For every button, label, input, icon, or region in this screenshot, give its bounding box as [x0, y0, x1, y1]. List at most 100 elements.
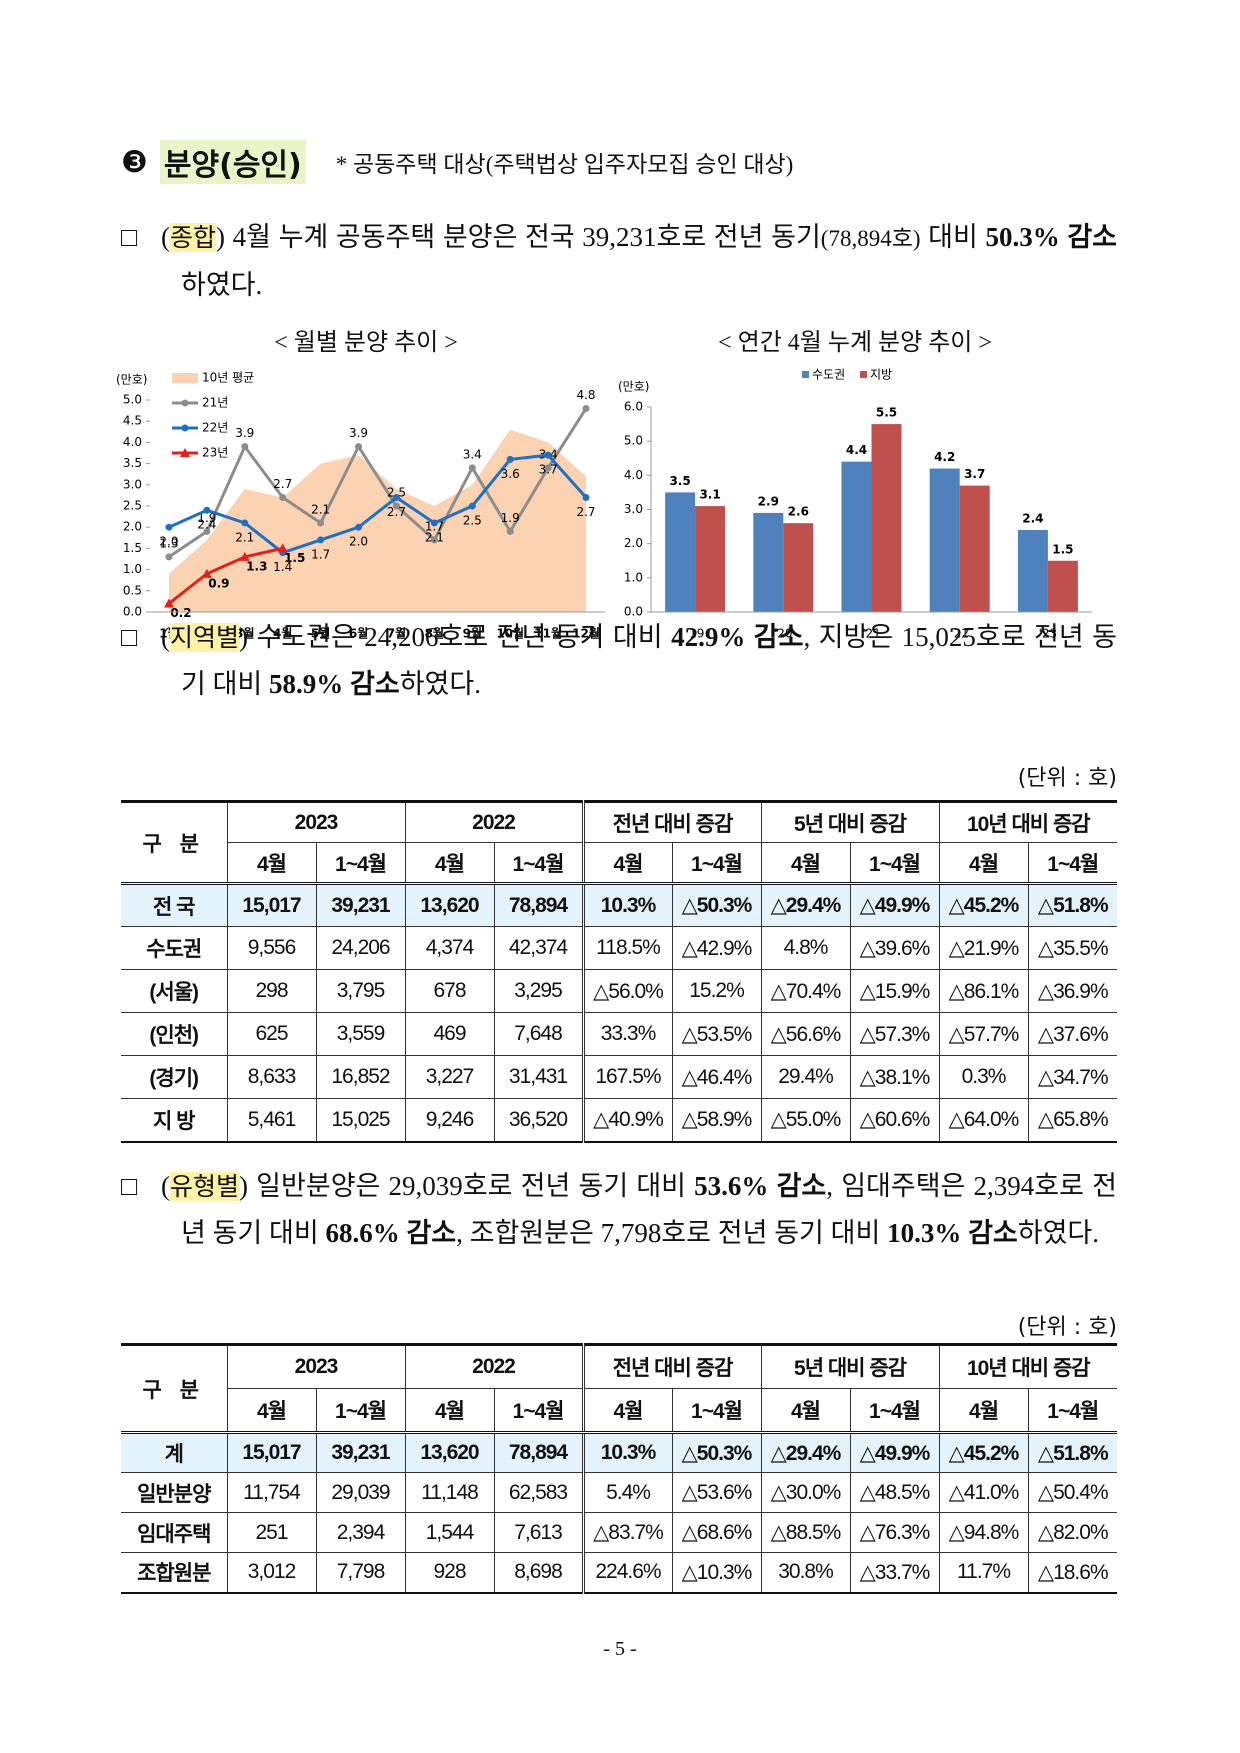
- text-run: (: [161, 622, 170, 652]
- text-run: 68.6% 감소: [325, 1218, 457, 1248]
- text-run: 지역별: [170, 623, 240, 652]
- point-marker: [544, 451, 552, 459]
- cell: 30.8%: [760, 1552, 851, 1593]
- header-cell: 4월: [404, 842, 495, 885]
- cell: 31,431: [493, 1055, 584, 1099]
- line: [168, 546, 284, 605]
- text-run: (: [161, 222, 170, 252]
- cell: 39,231: [315, 883, 406, 927]
- monthly-chart: (만호)0.00.51.01.52.02.53.03.54.04.55.01월2…: [116, 371, 605, 641]
- data-table: 구 분 2023 2022 전년 대비 증감 5년 대비 증감 10년 대비 증감 4월 1~…: [121, 1343, 1118, 1594]
- cell: △29.4%: [760, 883, 851, 927]
- header-cell: 1~4월: [1027, 1388, 1118, 1434]
- cell: △76.3%: [849, 1512, 940, 1553]
- cell: 39,231: [315, 1432, 406, 1473]
- data-label: 2.7: [387, 505, 406, 519]
- x-tick-label: 5월: [311, 626, 330, 641]
- data-label: 2.5: [463, 514, 482, 528]
- x-tick-label: '19: [686, 627, 705, 641]
- cell: △82.0%: [1027, 1512, 1118, 1553]
- text-run: 42.9% 감소: [671, 622, 804, 652]
- bar: [929, 468, 960, 612]
- x-tick-label: '23: [1039, 627, 1058, 641]
- x-tick-label: '21: [862, 627, 881, 641]
- data-label: 1.9: [501, 511, 520, 525]
- point-marker: [317, 536, 325, 544]
- section-heading: ❸ 분양(승인) * 공동주택 대상(주택법상 입주자모집 승인 대상): [121, 140, 793, 184]
- bar: [695, 506, 726, 612]
- cell: 13,620: [404, 883, 495, 927]
- data-label: 3.9: [349, 426, 368, 440]
- text-run: , 조합원분은 7,798호로 전년 동기 대비: [456, 1218, 888, 1248]
- y-tick-label: 1.0: [123, 562, 142, 576]
- paragraph: □ (유형별) 일반분양은 29,039호로 전년 동기 대비 53.6% 감소,…: [121, 1163, 1117, 1257]
- data-label: 4.2: [934, 450, 955, 464]
- y-tick-label: 3.0: [624, 502, 643, 516]
- point-marker: [468, 502, 476, 510]
- cell: 3,012: [226, 1552, 317, 1593]
- x-tick-label: 9월: [463, 626, 482, 641]
- cell: 15,025: [315, 1098, 406, 1142]
- header-cell: 전년 대비 증감: [581, 801, 762, 843]
- cell: 3,227: [404, 1055, 495, 1099]
- data-label: 2.1: [235, 530, 254, 544]
- cell: △37.6%: [1027, 1012, 1118, 1056]
- cell: △60.6%: [849, 1098, 940, 1142]
- point-marker: [430, 519, 438, 527]
- text-run: 종합: [170, 223, 217, 252]
- legend-label: 10년 평균: [202, 371, 254, 385]
- cell: 11,754: [226, 1472, 317, 1513]
- bar: [783, 523, 814, 612]
- cell: △45.2%: [938, 1432, 1029, 1473]
- header-cell: 1~4월: [849, 842, 940, 885]
- row-label: 지 방: [121, 1098, 228, 1142]
- y-tick-label: 2.5: [123, 499, 142, 513]
- x-tick-label: 7월: [387, 626, 406, 641]
- point-marker: [203, 506, 211, 514]
- header-cell: 5년 대비 증감: [760, 1344, 940, 1389]
- cell: △39.6%: [849, 926, 940, 970]
- row-label: 전 국: [121, 883, 228, 927]
- header-cell: 1~4월: [1027, 842, 1118, 885]
- cell: 15.2%: [671, 969, 762, 1013]
- point-marker: [392, 494, 400, 502]
- cell: 4,374: [404, 926, 495, 970]
- cell: 9,556: [226, 926, 317, 970]
- cell: 62,583: [493, 1472, 584, 1513]
- cell: 8,633: [226, 1055, 317, 1099]
- data-label: 0.9: [208, 576, 229, 590]
- table-row: (인천) 625 3,559 469 7,648 33.3% △53.5% △56.6% △57…: [121, 1012, 1118, 1056]
- text-run: 하였다.: [399, 669, 481, 699]
- cell: 2,394: [315, 1512, 406, 1553]
- bar: [959, 485, 990, 612]
- data-label: 3.9: [235, 426, 254, 440]
- text-run: 대비: [920, 222, 986, 252]
- table-row: 지 방 5,461 15,025 9,246 36,520 △40.9% △58.9% △55…: [121, 1098, 1118, 1142]
- point-marker: [239, 551, 250, 561]
- y-axis-label: (만호): [116, 373, 147, 387]
- text-run: (78,894호): [820, 226, 921, 251]
- cell: △38.1%: [849, 1055, 940, 1099]
- y-tick-label: 0.5: [123, 583, 142, 597]
- cell: 5.4%: [581, 1472, 673, 1513]
- header-cell: 4월: [938, 1388, 1029, 1434]
- x-tick-label: 11월: [534, 626, 562, 641]
- table-row: (서울) 298 3,795 678 3,295 △56.0% 15.2% △70.4% △15…: [121, 969, 1118, 1013]
- y-axis-label: (만호): [618, 380, 649, 394]
- cell: △10.3%: [671, 1552, 762, 1593]
- cell: △94.8%: [938, 1512, 1029, 1553]
- header-cell: 5년 대비 증감: [760, 801, 940, 843]
- cell: △64.0%: [938, 1098, 1029, 1142]
- cell: 29,039: [315, 1472, 406, 1513]
- cell: 3,559: [315, 1012, 406, 1056]
- cell: △50.4%: [1027, 1472, 1118, 1513]
- cell: 298: [226, 969, 317, 1013]
- cell: △56.0%: [581, 969, 673, 1013]
- cell: △48.5%: [849, 1472, 940, 1513]
- x-tick-label: 8월: [425, 626, 444, 641]
- header-cell: 2022: [404, 801, 584, 843]
- cell: △88.5%: [760, 1512, 851, 1553]
- cell: 78,894: [493, 883, 584, 927]
- cell: 15,017: [226, 1432, 317, 1473]
- data-label: 2.1: [425, 530, 444, 544]
